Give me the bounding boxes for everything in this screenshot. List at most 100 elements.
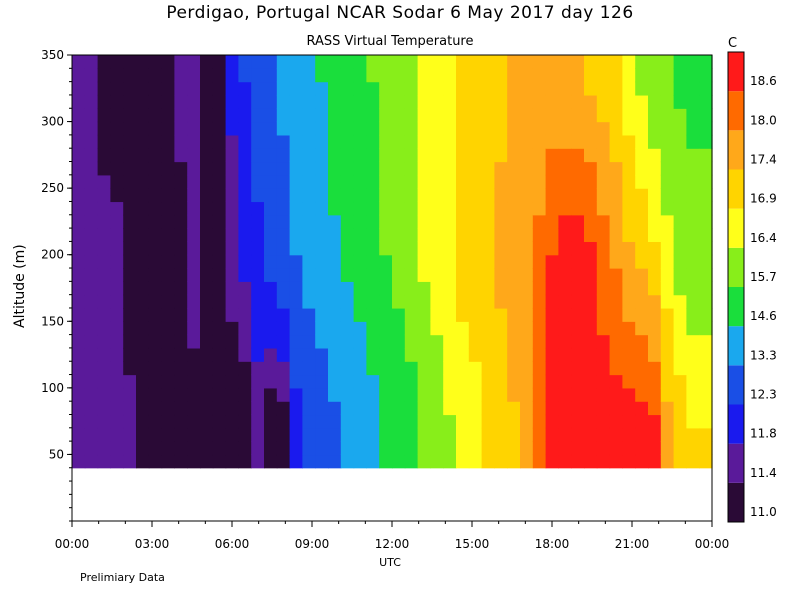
- heatmap-cell: [315, 94, 329, 109]
- heatmap-cell: [443, 414, 457, 429]
- heatmap-cell: [456, 334, 470, 349]
- heatmap-cell: [392, 401, 406, 416]
- heatmap-cell: [276, 228, 291, 242]
- heatmap-cell: [225, 414, 239, 429]
- heatmap-cell: [545, 188, 559, 203]
- heatmap-cell: [609, 294, 623, 309]
- heatmap-cell: [212, 121, 227, 136]
- heatmap-cell: [340, 241, 355, 256]
- heatmap-cell: [251, 347, 265, 362]
- colorbar-swatch: [728, 208, 744, 248]
- heatmap-cell: [456, 307, 470, 322]
- heatmap-cell: [456, 108, 470, 123]
- heatmap-cell: [507, 254, 521, 269]
- heatmap-cell: [366, 241, 380, 256]
- heatmap-cell: [648, 374, 662, 389]
- heatmap-cell: [315, 214, 329, 229]
- colorbar-swatch: [728, 365, 744, 405]
- heatmap-cell: [443, 454, 457, 469]
- heatmap-cell: [430, 55, 444, 69]
- heatmap-cell: [558, 241, 572, 256]
- colorbar-tick-label: 15.7: [750, 270, 777, 284]
- heatmap-cell: [136, 254, 150, 269]
- heatmap-cell: [136, 68, 150, 83]
- heatmap-cell: [174, 361, 188, 376]
- heatmap-cell: [225, 161, 239, 176]
- heatmap-cell: [379, 201, 393, 216]
- heatmap-cell: [481, 374, 495, 389]
- heatmap-cell: [161, 161, 175, 176]
- heatmap-cell: [520, 334, 534, 349]
- heatmap-cell: [276, 347, 291, 362]
- heatmap-cell: [686, 188, 700, 203]
- heatmap-cell: [417, 347, 431, 362]
- heatmap-cell: [635, 374, 649, 389]
- heatmap-cell: [289, 347, 303, 362]
- heatmap-cell: [392, 228, 406, 242]
- heatmap-cell: [609, 441, 623, 456]
- heatmap-cell: [404, 361, 419, 376]
- heatmap-cell: [392, 361, 406, 376]
- heatmap-cell: [456, 387, 470, 402]
- heatmap-cell: [481, 307, 495, 322]
- heatmap-cell: [212, 401, 227, 416]
- heatmap-cell: [212, 81, 227, 96]
- heatmap-cell: [609, 281, 623, 296]
- heatmap-cell: [225, 427, 239, 442]
- y-tick-label: 300: [41, 115, 64, 129]
- heatmap-cell: [520, 201, 534, 216]
- heatmap-cell: [238, 174, 252, 189]
- heatmap-cell: [635, 201, 649, 216]
- heatmap-cell: [622, 55, 636, 69]
- heatmap-cell: [404, 55, 419, 69]
- heatmap-cell: [468, 188, 483, 203]
- heatmap-cell: [635, 441, 649, 456]
- heatmap-cell: [200, 68, 214, 83]
- heatmap-cell: [584, 81, 598, 96]
- heatmap-cell: [379, 254, 393, 269]
- heatmap-cell: [148, 361, 163, 376]
- heatmap-cell: [148, 161, 163, 176]
- heatmap-cell: [456, 254, 470, 269]
- heatmap-cell: [289, 174, 303, 189]
- heatmap-cell: [379, 334, 393, 349]
- heatmap-cell: [84, 228, 99, 242]
- heatmap-cell: [635, 94, 649, 109]
- heatmap-cell: [353, 81, 367, 96]
- heatmap-cell: [596, 188, 611, 203]
- heatmap-cell: [430, 321, 444, 336]
- heatmap-cell: [276, 401, 291, 416]
- heatmap-cell: [443, 427, 457, 442]
- heatmap-cell: [571, 374, 585, 389]
- heatmap-cell: [584, 321, 598, 336]
- heatmap-cell: [494, 307, 508, 322]
- heatmap-cell: [404, 108, 419, 123]
- heatmap-cell: [545, 454, 559, 469]
- heatmap-cell: [494, 268, 508, 282]
- heatmap-cell: [212, 55, 227, 69]
- heatmap-cell: [148, 174, 163, 189]
- heatmap-cell: [148, 68, 163, 83]
- heatmap-cell: [622, 361, 636, 376]
- heatmap-cell: [302, 361, 316, 376]
- heatmap-cell: [187, 454, 201, 469]
- heatmap-cell: [264, 134, 278, 149]
- heatmap-cell: [456, 361, 470, 376]
- heatmap-cell: [72, 427, 86, 442]
- heatmap-cell: [72, 254, 86, 269]
- heatmap-cell: [430, 94, 444, 109]
- heatmap-cell: [161, 108, 175, 123]
- heatmap-cell: [289, 161, 303, 176]
- heatmap-cell: [392, 334, 406, 349]
- heatmap-cell: [456, 321, 470, 336]
- heatmap-cell: [161, 228, 175, 242]
- heatmap-cell: [532, 94, 547, 109]
- heatmap-cell: [251, 387, 265, 402]
- heatmap-cell: [302, 454, 316, 469]
- heatmap-cell: [571, 241, 585, 256]
- heatmap-cell: [571, 347, 585, 362]
- heatmap-cell: [353, 414, 367, 429]
- heatmap-cell: [97, 68, 111, 83]
- heatmap-cell: [494, 321, 508, 336]
- heatmap-cell: [660, 281, 675, 296]
